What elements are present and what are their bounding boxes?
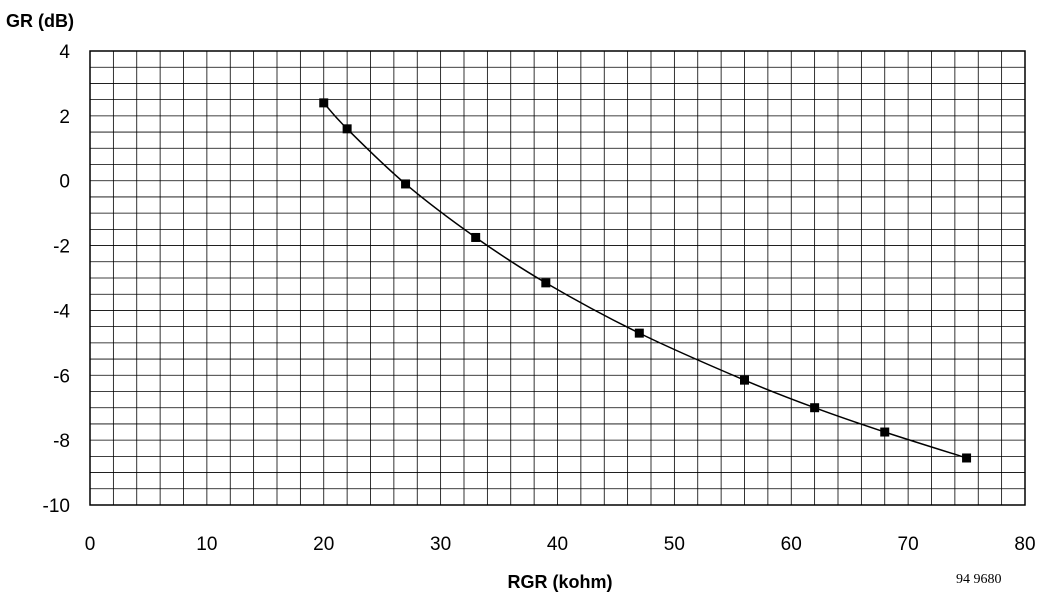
data-point-marker bbox=[634, 328, 644, 338]
data-point-marker bbox=[880, 427, 890, 437]
x-axis-title: RGR (kohm) bbox=[508, 572, 613, 592]
y-tick-label: -8 bbox=[53, 431, 70, 452]
figure-id: 94 9680 bbox=[956, 572, 1002, 587]
x-tick-label: 80 bbox=[1014, 534, 1035, 555]
y-tick-label: -10 bbox=[43, 496, 70, 517]
series-line bbox=[323, 102, 967, 459]
y-tick-label: 0 bbox=[59, 172, 70, 193]
x-tick-label: 60 bbox=[781, 534, 802, 555]
y-tick-label: -6 bbox=[53, 366, 70, 387]
x-tick-labels: 0 10 20 30 40 50 60 70 80 bbox=[85, 534, 1036, 555]
x-tick-label: 20 bbox=[313, 534, 334, 555]
x-tick-label: 70 bbox=[898, 534, 919, 555]
plot-frame bbox=[89, 50, 1026, 506]
y-tick-labels: 4 2 0 -2 -4 -6 -8 -10 bbox=[43, 42, 71, 517]
x-tick-label: 30 bbox=[430, 534, 451, 555]
y-tick-label: 4 bbox=[59, 42, 70, 63]
data-point-marker bbox=[319, 98, 329, 108]
y-axis-title: GR (dB) bbox=[6, 11, 74, 31]
chart-grid bbox=[89, 50, 1026, 506]
data-point-marker bbox=[962, 453, 972, 463]
y-tick-label: -2 bbox=[53, 237, 70, 258]
x-tick-label: 0 bbox=[85, 534, 96, 555]
data-point-marker bbox=[342, 124, 352, 134]
x-tick-label: 10 bbox=[196, 534, 217, 555]
data-point-marker bbox=[471, 232, 481, 242]
x-tick-label: 50 bbox=[664, 534, 685, 555]
data-points bbox=[319, 98, 972, 463]
x-tick-label: 40 bbox=[547, 534, 568, 555]
y-tick-label: 2 bbox=[59, 107, 70, 128]
y-tick-label: -4 bbox=[53, 301, 70, 322]
data-point-marker bbox=[810, 403, 820, 413]
data-point-marker bbox=[740, 375, 749, 385]
data-point-marker bbox=[401, 179, 411, 189]
data-point-marker bbox=[541, 278, 551, 288]
